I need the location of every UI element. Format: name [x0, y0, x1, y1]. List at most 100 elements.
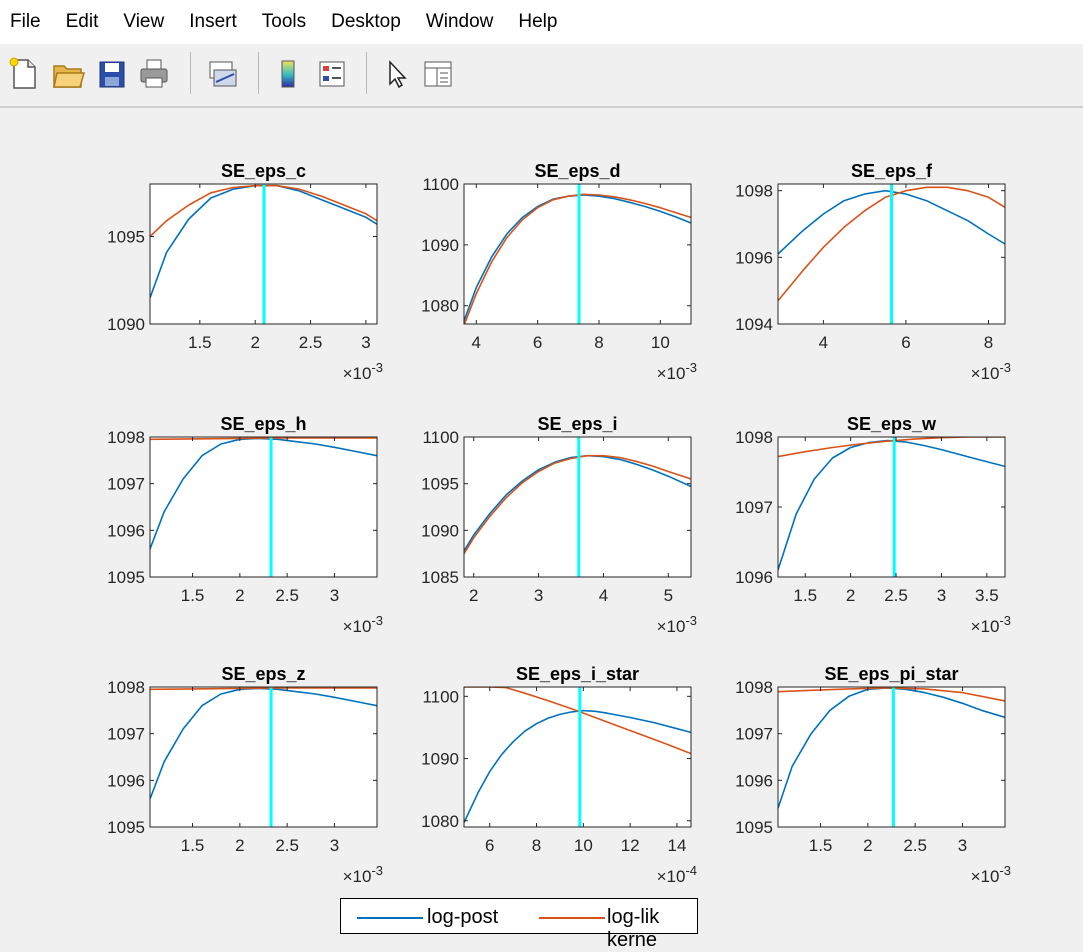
x-tick-label: 3: [330, 836, 339, 855]
y-tick-label: 1098: [735, 428, 773, 447]
y-tick-label: 1090: [107, 315, 145, 334]
axes-frame: [149, 183, 378, 325]
y-tick-label: 1096: [735, 771, 773, 790]
colorbar-icon[interactable]: [270, 54, 306, 94]
x-exponent-label: ×10-4: [657, 863, 697, 886]
axes-background: [150, 687, 377, 827]
legend-label-log-lik: log-lik kerne: [607, 906, 660, 951]
y-tick-label: 1096: [735, 248, 773, 267]
x-tick-label: 14: [667, 836, 686, 855]
subplot-title: SE_eps_h: [220, 414, 306, 434]
y-tick-label: 1095: [735, 818, 773, 837]
y-tick-label: 1097: [107, 725, 145, 744]
x-tick-label: 1.5: [188, 333, 212, 352]
axes-frame: [149, 436, 378, 578]
menu-bar: File Edit View Insert Tools Desktop Wind…: [0, 0, 1083, 44]
y-tick-label: 1096: [107, 521, 145, 540]
y-tick-label: 1095: [107, 818, 145, 837]
x-tick-label: 3: [361, 333, 370, 352]
y-tick-label: 1095: [421, 475, 459, 494]
x-tick-label: 2: [250, 333, 259, 352]
x-tick-label: 3: [534, 586, 543, 605]
y-tick-label: 1098: [107, 678, 145, 697]
legend-icon[interactable]: [314, 54, 350, 94]
save-icon[interactable]: [94, 54, 130, 94]
toolbar-separator: [190, 52, 191, 94]
y-tick-label: 1098: [735, 678, 773, 697]
toolbar-separator: [366, 52, 367, 94]
open-folder-icon[interactable]: [50, 54, 86, 94]
y-tick-label: 1096: [107, 771, 145, 790]
x-tick-label: 1.5: [809, 836, 833, 855]
subplot-SE_eps_c: 1.5 2 2.5 3 1090 1095 SE_eps_c ×10-3: [107, 161, 383, 383]
subplot-SE_eps_w: 1.5 2 2.5 3 3.5 1096 1097 1098 SE_eps_w ×10-3: [735, 414, 1011, 636]
x-tick-label: 2: [235, 586, 244, 605]
y-tick-label: 1098: [735, 182, 773, 201]
x-tick-label: 10: [651, 333, 670, 352]
menu-insert[interactable]: Insert: [189, 11, 237, 32]
x-tick-label: 2.5: [299, 333, 323, 352]
subplot-SE_eps_h: 1.5 2 2.5 3 1095 1096 1097 1098 SE_eps_h ×10-3: [107, 414, 383, 636]
x-tick-label: 8: [984, 333, 993, 352]
menu-window[interactable]: Window: [425, 11, 494, 32]
menu-tools[interactable]: Tools: [261, 11, 307, 32]
print-icon[interactable]: [136, 54, 172, 94]
x-tick-label: 5: [664, 586, 673, 605]
toolbar-separator: [258, 52, 259, 94]
menu-desktop[interactable]: Desktop: [331, 11, 401, 32]
subplot-SE_eps_f: 4 6 8 1094 1096 1098 SE_eps_f ×10-3: [735, 161, 1011, 383]
new-file-icon[interactable]: [6, 54, 42, 94]
x-exponent-label: ×10-3: [971, 863, 1011, 886]
subplot-SE_eps_i: 2 3 4 5 1085 1090 1095 1100 SE_eps_i ×10-3: [421, 414, 697, 636]
x-tick-label: 2: [846, 586, 855, 605]
y-tick-label: 1096: [735, 568, 773, 587]
toolbar: [0, 44, 1083, 108]
axes-background: [778, 437, 1005, 577]
axes-frame: [777, 686, 1006, 828]
property-inspector-icon[interactable]: [420, 54, 456, 94]
y-tick-label: 1080: [421, 297, 459, 316]
menu-edit[interactable]: Edit: [65, 11, 99, 32]
x-exponent-label: ×10-3: [971, 613, 1011, 636]
series-line-log-lik: [464, 193, 691, 324]
menu-view[interactable]: View: [123, 11, 165, 32]
x-tick-label: 3: [958, 836, 967, 855]
series-line-log-post: [778, 189, 1005, 255]
x-tick-label: 1.5: [793, 586, 817, 605]
menu-help[interactable]: Help: [518, 11, 558, 32]
subplot-title: SE_eps_w: [847, 414, 937, 434]
legend-swatch-log-lik: [539, 917, 605, 919]
series-line-log-lik: [150, 437, 377, 441]
series-line-log-lik: [778, 687, 1005, 702]
x-tick-label: 6: [533, 333, 542, 352]
y-tick-label: 1090: [421, 521, 459, 540]
x-tick-label: 1.5: [181, 836, 205, 855]
x-exponent-label: ×10-3: [343, 613, 383, 636]
x-exponent-label: ×10-3: [343, 360, 383, 383]
x-tick-label: 4: [819, 333, 828, 352]
axes-background: [464, 687, 691, 827]
x-exponent-label: ×10-3: [657, 613, 697, 636]
subplot-title: SE_eps_z: [221, 664, 305, 684]
series-line-log-lik: [150, 687, 377, 691]
x-tick-label: 12: [621, 836, 640, 855]
y-tick-label: 1095: [107, 568, 145, 587]
y-tick-label: 1097: [735, 498, 773, 517]
y-tick-label: 1090: [421, 750, 459, 769]
x-tick-label: 3: [330, 586, 339, 605]
subplot-title: SE_eps_c: [221, 161, 306, 181]
subplot-SE_eps_i_star: 6 8 10 12 14 1080 1090 1100 SE_eps_i_star ×10-4: [421, 664, 697, 886]
x-tick-label: 8: [594, 333, 603, 352]
edit-plot-arrow-icon[interactable]: [380, 54, 416, 94]
series-line-log-post: [464, 709, 691, 823]
axes-frame: [149, 686, 378, 828]
series-line-log-lik: [464, 454, 691, 555]
x-tick-label: 2.5: [275, 586, 299, 605]
axes-background: [464, 184, 691, 324]
subplot-title: SE_eps_f: [851, 161, 933, 181]
menu-file[interactable]: File: [10, 11, 41, 32]
legend[interactable]: log-post log-lik kerne: [340, 898, 698, 951]
link-plot-icon[interactable]: [204, 54, 240, 94]
series-line-log-lik: [778, 186, 1005, 302]
series-line-log-lik: [150, 184, 377, 238]
